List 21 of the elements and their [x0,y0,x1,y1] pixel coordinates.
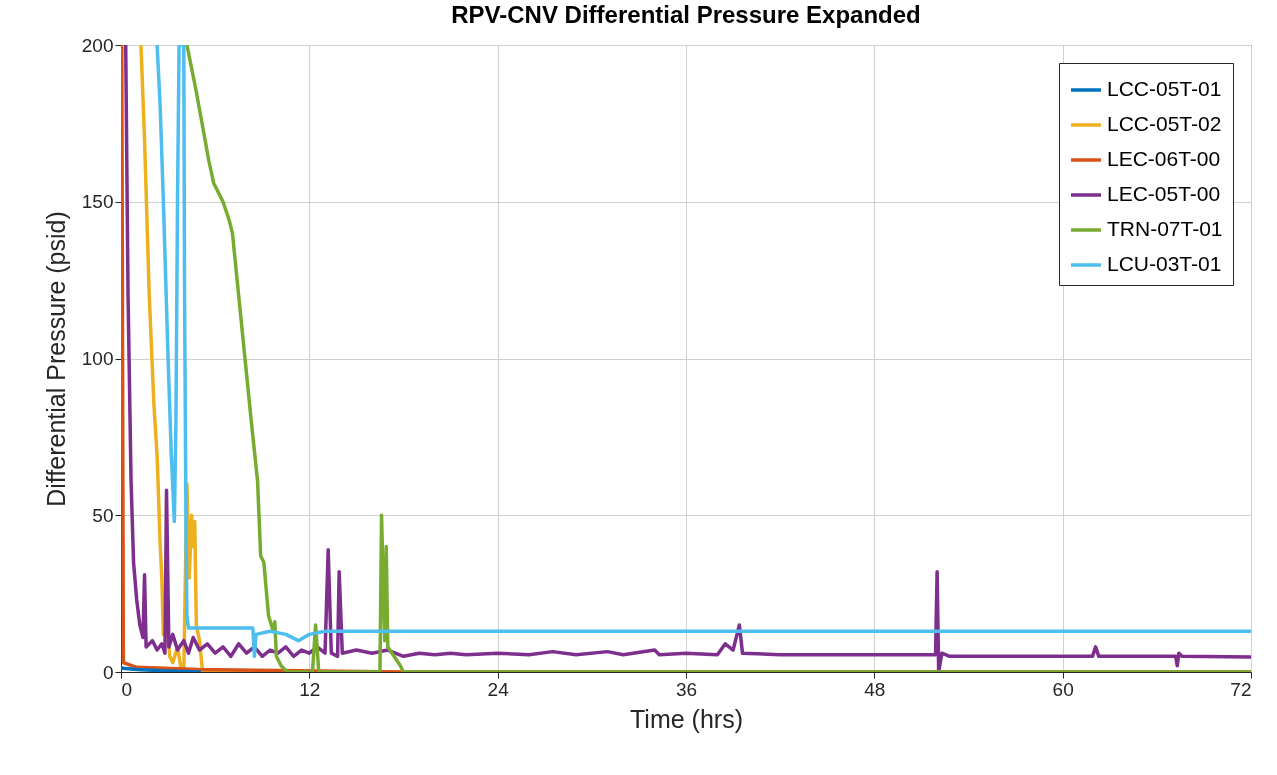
x-axis-title: Time (hrs) [630,704,743,733]
legend-label: LCC-05T-02 [1107,112,1222,135]
x-tick-label: 0 [121,678,133,700]
y-tick-label: 0 [102,661,114,683]
legend-label: LCC-05T-01 [1107,77,1222,100]
legend-label: LEC-05T-00 [1107,182,1221,205]
legend-label: LCU-03T-01 [1107,252,1222,275]
x-tick-label: 48 [864,678,886,700]
x-tick-label: 72 [1230,678,1252,700]
y-tick-label: 50 [92,504,114,526]
legend-label: TRN-07T-01 [1107,217,1223,240]
y-tick-label: 200 [81,34,114,56]
legend-label: LEC-06T-00 [1107,147,1221,170]
x-tick-label: 24 [487,678,510,700]
chart-title: RPV-CNV Differential Pressure Expanded [451,1,921,28]
x-tick-label: 36 [675,678,698,700]
y-tick-label: 150 [81,191,114,213]
y-tick-label: 100 [81,348,114,369]
x-tick-label: 60 [1052,678,1074,700]
x-tick-label: 12 [299,678,321,700]
y-axis-title: Differential Pressure (psid) [41,211,70,507]
